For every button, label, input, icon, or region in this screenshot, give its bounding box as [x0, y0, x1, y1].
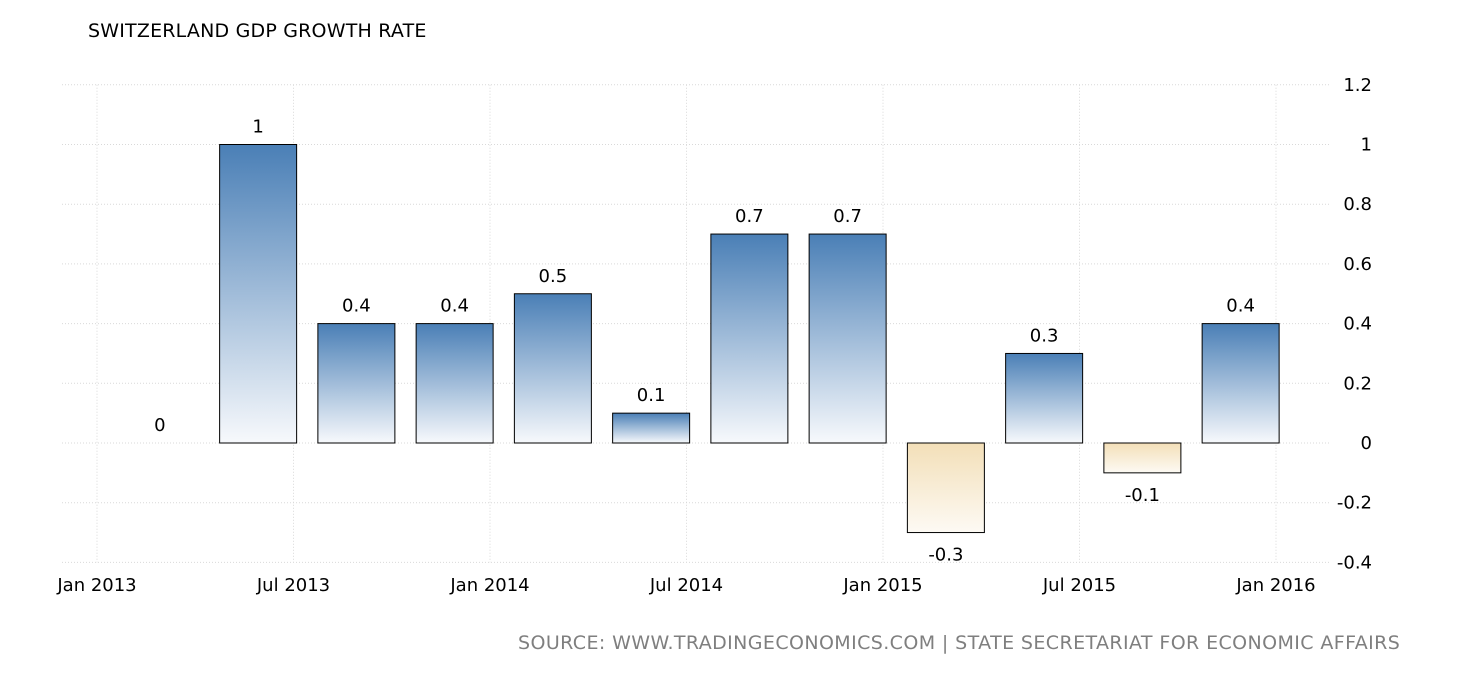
- bar: [415, 323, 494, 444]
- y-tick-label: 0: [1361, 433, 1372, 454]
- x-tick-label: Jan 2014: [449, 575, 529, 596]
- bar: [219, 144, 298, 444]
- data-labels: 0 1 0.4 0.4 0.5 0.1 0.7 0.7 -0.3 0.3 -0.1 0.4: [154, 117, 1255, 566]
- bar: [906, 442, 985, 534]
- bar-value-label: -0.1: [1125, 485, 1160, 506]
- bars: [219, 144, 1280, 534]
- x-tick-label: Jul 2015: [1042, 575, 1116, 596]
- bar: [317, 323, 396, 444]
- y-tick-label: 0.6: [1343, 254, 1372, 275]
- bar-value-label: -0.3: [928, 545, 963, 566]
- bar-value-label: 0.7: [735, 206, 764, 227]
- bar-value-label: 0.1: [637, 385, 666, 406]
- x-tick-label: Jan 2015: [842, 575, 922, 596]
- y-tick-label: 0.4: [1343, 314, 1372, 335]
- bar: [612, 412, 691, 444]
- bar-value-label: 0.5: [539, 266, 568, 287]
- bar-value-label: 0.4: [342, 296, 371, 317]
- bar-value-label: 0.3: [1030, 325, 1059, 346]
- y-axis-ticks: -0.4 -0.2 0 0.2 0.4 0.6 0.8 1 1.2: [1337, 75, 1372, 574]
- chart-title: SWITZERLAND GDP GROWTH RATE: [88, 20, 427, 42]
- gridlines: [62, 84, 1330, 563]
- x-tick-label: Jul 2013: [256, 575, 330, 596]
- source-attribution: SOURCE: WWW.TRADINGECONOMICS.COM | STATE…: [518, 632, 1401, 654]
- y-tick-label: 0.8: [1343, 194, 1372, 215]
- bar-value-label: 0.4: [440, 296, 469, 317]
- y-tick-label: 0.2: [1343, 373, 1372, 394]
- bar: [1103, 442, 1182, 474]
- bar-value-label: 1: [252, 117, 263, 138]
- bar-value-label: 0.4: [1226, 296, 1255, 317]
- y-tick-label: -0.4: [1337, 552, 1372, 573]
- x-tick-label: Jan 2016: [1235, 575, 1315, 596]
- x-tick-label: Jul 2014: [649, 575, 723, 596]
- bar-chart: 010.4 0.40.50.10.7 0.7-0.30.3-0.10.4 -0.4-…: [56, 75, 1372, 596]
- bar: [1005, 352, 1084, 444]
- y-tick-label: -0.2: [1337, 493, 1372, 514]
- bar: [1201, 323, 1280, 444]
- bar-value-label: 0: [154, 415, 165, 436]
- x-tick-label: Jan 2013: [56, 575, 136, 596]
- bar: [808, 233, 887, 444]
- y-tick-label: 1.2: [1343, 75, 1372, 96]
- bar: [710, 233, 789, 444]
- bar-value-label: 0.7: [833, 206, 862, 227]
- bar: [513, 293, 592, 444]
- x-axis-ticks: Jan 2013 Jul 2013 Jan 2014 Jul 2014 Jan 2015…: [56, 575, 1315, 596]
- y-tick-label: 1: [1361, 135, 1372, 156]
